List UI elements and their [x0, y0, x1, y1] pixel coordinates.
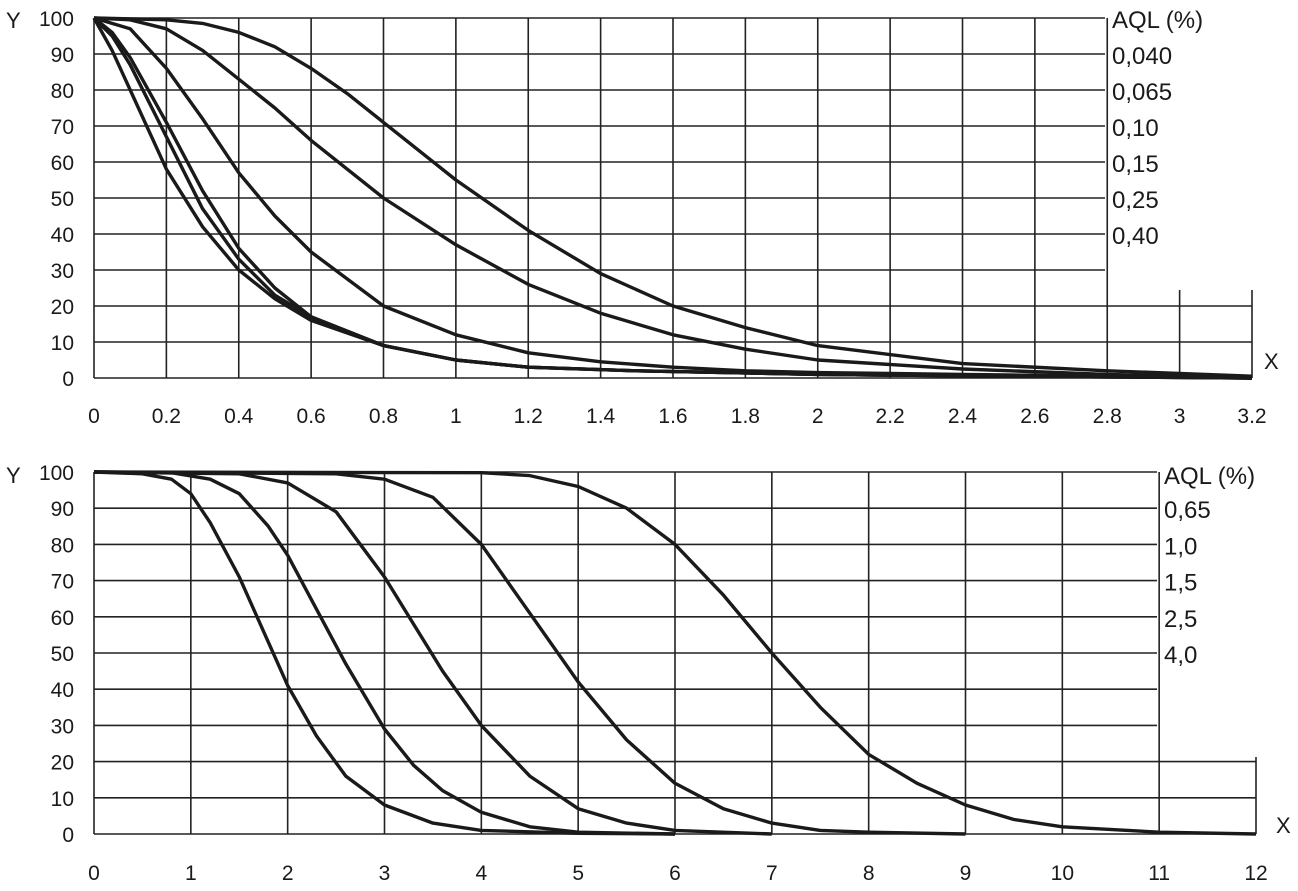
- x-tick-label: 5: [572, 862, 584, 885]
- x-tick-label: 1.2: [514, 405, 543, 428]
- y-tick-label: 70: [51, 116, 74, 139]
- series-leader-line: [600, 631, 1158, 725]
- y-tick-label: 20: [51, 296, 74, 319]
- y-tick-label: 60: [51, 152, 74, 175]
- x-tick-label: 1.4: [586, 405, 616, 428]
- series-label: 0,25: [1112, 187, 1159, 214]
- y-tick-label: 50: [51, 188, 74, 211]
- series-label: 0,10: [1112, 115, 1159, 142]
- series-line: [93, 470, 676, 836]
- x-tick-label: 7: [766, 862, 778, 885]
- x-tick-label: 0.2: [152, 405, 181, 428]
- x-tick-label: 1: [450, 405, 462, 428]
- y-tick-label: 80: [51, 80, 74, 103]
- series-line: [93, 16, 1253, 380]
- y-tick-label: 90: [51, 498, 74, 521]
- x-tick-label: 1.8: [731, 405, 760, 428]
- y-tick-label: 40: [51, 224, 74, 247]
- series-label: 0,040: [1112, 43, 1172, 70]
- y-tick-label: 60: [51, 607, 74, 630]
- x-tick-label: 12: [1244, 862, 1267, 885]
- series-label: 0,15: [1112, 151, 1159, 178]
- legend-title: AQL (%): [1112, 7, 1203, 34]
- series-leader-line: [840, 667, 1158, 725]
- y-axis-label: Y: [6, 463, 21, 488]
- y-tick-label: 40: [51, 679, 74, 702]
- x-tick-label: 8: [863, 862, 875, 885]
- x-tick-label: 0: [88, 405, 100, 428]
- series-line: [93, 470, 772, 836]
- x-tick-label: 1.6: [658, 405, 687, 428]
- x-tick-label: 3.2: [1237, 405, 1266, 428]
- series-leader-line: [330, 559, 1158, 646]
- x-tick-label: 1: [185, 862, 197, 885]
- series-leader-line: [790, 248, 1106, 324]
- x-tick-label: 6: [669, 862, 681, 885]
- y-tick-label: 0: [62, 824, 74, 847]
- series-line: [93, 16, 1253, 380]
- x-tick-label: 9: [960, 862, 972, 885]
- series-line: [92, 16, 1253, 380]
- series-leader-line: [243, 523, 1158, 599]
- y-tick-label: 100: [39, 8, 74, 31]
- x-tick-label: 3: [1174, 405, 1186, 428]
- x-tick-label: 4: [475, 862, 487, 885]
- series-line: [93, 470, 1257, 836]
- legend-title: AQL (%): [1164, 463, 1255, 490]
- x-tick-label: 11: [1148, 862, 1170, 885]
- series-line: [93, 16, 1253, 378]
- x-tick-label: 2: [282, 862, 294, 885]
- y-tick-label: 0: [62, 368, 74, 391]
- y-tick-label: 20: [51, 752, 74, 775]
- y-tick-label: 80: [51, 534, 74, 557]
- x-axis-label: X: [1264, 349, 1279, 374]
- x-tick-label: 2: [812, 405, 824, 428]
- x-tick-label: 0.4: [224, 405, 254, 428]
- series-label: 1,0: [1164, 533, 1197, 560]
- series-line: [93, 470, 676, 836]
- y-tick-label: 50: [51, 643, 74, 666]
- series-label: 0,65: [1164, 497, 1211, 524]
- x-tick-label: 0.8: [369, 405, 398, 428]
- x-tick-label: 2.4: [948, 405, 978, 428]
- x-tick-label: 0.6: [297, 405, 326, 428]
- y-tick-label: 30: [51, 260, 74, 283]
- y-tick-label: 70: [51, 571, 74, 594]
- x-tick-label: 0: [88, 862, 100, 885]
- x-tick-label: 10: [1051, 862, 1074, 885]
- series-line: [93, 470, 966, 836]
- x-tick-label: 2.6: [1020, 405, 1049, 428]
- x-tick-label: 2.2: [876, 405, 905, 428]
- y-tick-label: 10: [51, 788, 74, 811]
- y-tick-label: 10: [51, 332, 74, 355]
- y-tick-label: 30: [51, 715, 74, 738]
- chart-top-aql-small: 0 10 20 30 40 50 60 70 80 90 100 0 0.2 0.4 0.6 0.8 1 1.2 1…: [6, 7, 1279, 428]
- y-tick-label: 100: [39, 462, 74, 485]
- x-tick-label: 2.8: [1093, 405, 1122, 428]
- series-label: 4,0: [1164, 642, 1197, 669]
- x-axis-label: X: [1276, 813, 1291, 838]
- series-label: 0,40: [1112, 223, 1159, 250]
- y-tick-label: 90: [51, 44, 74, 67]
- series-label: 2,5: [1164, 606, 1197, 633]
- series-label: 0,065: [1112, 79, 1172, 106]
- series-leader-line: [605, 212, 1106, 316]
- x-tick-label: 3: [379, 862, 391, 885]
- series-label: 1,5: [1164, 570, 1197, 597]
- y-axis-label: Y: [6, 8, 21, 33]
